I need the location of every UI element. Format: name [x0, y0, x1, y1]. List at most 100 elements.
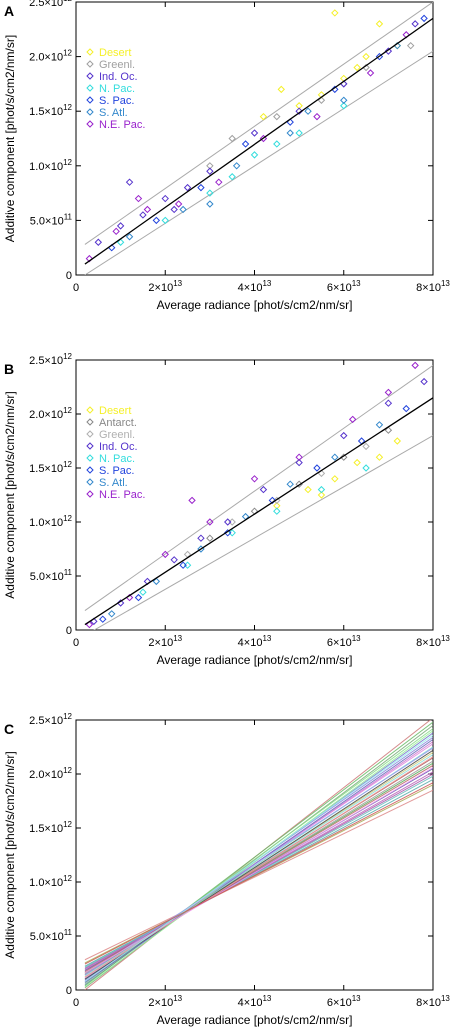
data-point — [340, 102, 348, 110]
data-point — [125, 233, 134, 241]
plot-area — [84, 361, 433, 630]
panel-b: B 0 2×1013 4×1013 6×1013 8×1013 0 5.0×1011 1.0×1… — [3, 352, 450, 667]
data-point — [134, 194, 143, 203]
data-point — [215, 178, 223, 186]
legend-marker — [86, 478, 94, 486]
x-axis-title: Average radiance [phot/s/cm2/nm/sr] — [157, 1013, 353, 1027]
legend-marker — [86, 120, 94, 128]
data-point — [313, 464, 321, 472]
band-upper-line — [84, 364, 433, 611]
data-point — [340, 453, 348, 461]
y-tick-label: 0 — [66, 625, 72, 637]
legend-entry: N. Pac. — [99, 83, 135, 95]
legend-entry: S. Pac. — [99, 95, 134, 107]
data-point — [143, 205, 152, 214]
legend-marker — [86, 454, 94, 462]
legend-entry: N.E. Pac. — [99, 489, 145, 501]
y-tick-label: 2.5×1012 — [29, 352, 72, 367]
series-line — [84, 782, 433, 965]
data-point — [304, 485, 312, 494]
x-tick-label: 0 — [73, 282, 79, 294]
series-line — [84, 734, 433, 982]
y-tick-label: 0 — [66, 985, 72, 997]
data-point — [197, 534, 205, 542]
y-tick-label: 2.0×1012 — [29, 406, 72, 421]
data-point — [375, 453, 384, 461]
data-point — [313, 112, 321, 121]
data-point — [259, 112, 268, 121]
data-point — [174, 200, 183, 208]
legend-entry: S. Atl. — [99, 107, 128, 119]
data-point — [188, 496, 196, 505]
x-tick-label: 0 — [73, 997, 79, 1009]
legend-marker — [86, 48, 94, 56]
data-point — [161, 550, 169, 559]
legend-marker — [86, 442, 94, 450]
data-point — [375, 421, 384, 429]
x-tick-label: 8×1013 — [416, 634, 450, 649]
data-point — [304, 107, 312, 115]
data-point — [286, 480, 294, 488]
data-point — [420, 14, 428, 23]
data-point — [273, 112, 281, 121]
data-point — [250, 151, 259, 159]
data-point — [161, 194, 169, 203]
x-tick-label: 4×1013 — [238, 279, 272, 294]
legend-entry: Desert — [99, 47, 131, 59]
data-point — [411, 361, 419, 370]
data-point — [224, 529, 232, 537]
legend-marker — [86, 418, 94, 426]
panel-a: A 0 2×1013 4×1013 6×1013 8×1013 0 5.0×1011 1.0×1… — [3, 0, 450, 312]
y-axis-title: Additive component [phot/s/cm2/nm/sr] — [3, 35, 17, 242]
data-point — [152, 577, 161, 586]
series-line — [84, 789, 433, 961]
fit-line — [84, 397, 433, 626]
data-point — [116, 222, 125, 230]
x-tick-label: 6×1013 — [327, 634, 361, 649]
plot-area — [84, 720, 433, 990]
x-tick-label: 2×1013 — [148, 994, 182, 1009]
data-point — [152, 216, 161, 225]
data-point — [161, 216, 169, 225]
fit-line — [84, 17, 433, 265]
data-point — [411, 20, 419, 28]
data-point — [331, 9, 339, 17]
data-point — [348, 415, 357, 424]
panel-label: A — [4, 3, 14, 19]
panel-c: C 0 2×1013 4×1013 6×1013 8×1013 0 5.0×1011 1.0×1… — [3, 712, 450, 1027]
data-point — [197, 183, 205, 192]
data-point — [206, 518, 214, 526]
y-tick-label: 1.5×1012 — [29, 460, 72, 475]
data-point — [331, 453, 339, 461]
band-lower-line — [93, 435, 433, 630]
y-tick-label: 1.0×1012 — [29, 158, 72, 173]
data-point — [366, 69, 375, 77]
y-tick-label: 2.5×1012 — [29, 0, 72, 9]
y-tick-label: 2.5×1012 — [29, 712, 72, 727]
legend-marker — [86, 430, 94, 438]
data-point — [317, 491, 326, 499]
data-point — [362, 52, 370, 61]
y-tick-label: 5.0×1011 — [30, 212, 73, 227]
data-point — [268, 496, 277, 505]
data-point — [139, 211, 147, 219]
y-tick-label: 5.0×1011 — [30, 928, 73, 943]
legend-entry: Greenl. — [99, 429, 135, 441]
data-point — [206, 189, 214, 197]
legend-entry: N.E. Pac. — [99, 119, 145, 131]
legend-entry: Ind. Oc. — [99, 71, 138, 83]
data-point — [295, 129, 303, 137]
y-axis-title: Additive component [phot/s/cm2/nm/sr] — [3, 751, 17, 958]
data-point — [286, 129, 294, 137]
data-point — [420, 377, 428, 386]
data-point — [295, 458, 303, 467]
data-point — [362, 442, 370, 451]
x-tick-label: 2×1013 — [148, 279, 182, 294]
data-point — [402, 404, 410, 413]
legend-marker — [86, 406, 94, 414]
data-point — [362, 464, 370, 472]
data-point — [250, 129, 259, 137]
